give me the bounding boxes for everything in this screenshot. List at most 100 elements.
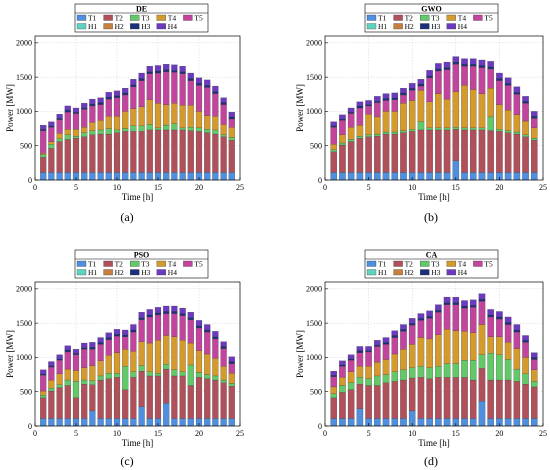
bar-segment-t1	[81, 418, 88, 427]
bar-segment-t1	[391, 172, 399, 181]
bar-segment-h4	[228, 356, 235, 362]
bar-segment-t3	[56, 138, 63, 142]
bar-segment-t3	[89, 380, 96, 385]
legend-label-t5: T5	[194, 259, 203, 268]
bar-segment-t5	[443, 304, 451, 330]
bar-segment-t1	[443, 418, 451, 427]
bar-segment-t5	[365, 105, 372, 115]
bar-segment-t3	[417, 366, 425, 378]
bar-segment-h3	[522, 101, 529, 104]
bar-segment-t2	[56, 141, 63, 173]
bar-segment-t5	[40, 375, 47, 392]
bar-segment-t5	[48, 127, 55, 142]
bar-segment-t3	[64, 134, 71, 140]
bar-segment-t5	[478, 301, 486, 325]
bar-segment-t3	[72, 381, 80, 399]
bar-segment-t3	[56, 384, 63, 388]
bar-segment-h4	[365, 346, 372, 351]
bar-segment-h3	[382, 98, 390, 101]
legend-label-h2: H2	[115, 22, 124, 31]
bar-segment-t4	[204, 353, 211, 375]
bar-segment-t2	[435, 129, 442, 173]
x-tick-label: 15	[452, 429, 460, 438]
bar-segment-t4	[179, 340, 186, 372]
bar-segment-t4	[469, 89, 477, 129]
y-tick-label: 1000	[16, 353, 32, 362]
bar-segment-h4	[531, 352, 538, 358]
y-tick-label: 1500	[306, 319, 322, 328]
bar-segment-t5	[179, 315, 186, 341]
bar-segment-t1	[146, 172, 153, 181]
bar-segment-t5	[89, 349, 96, 366]
bar-segment-t4	[339, 134, 346, 144]
bar-segment-t5	[522, 103, 529, 122]
bar-segment-t5	[461, 307, 468, 332]
bar-segment-t2	[89, 384, 96, 412]
legend-swatch-t4	[446, 14, 456, 21]
bar-segment-t4	[171, 336, 178, 370]
y-tick-label: 0	[28, 176, 32, 185]
bar-segment-t3	[163, 125, 170, 131]
bar-segment-t5	[504, 324, 512, 343]
legend-swatch-t2	[393, 14, 403, 21]
legend-label-h4: H4	[458, 22, 467, 31]
x-axis-label: Time [h]	[122, 438, 153, 448]
bar-segment-t2	[452, 129, 460, 161]
bar-segment-h3	[452, 61, 460, 65]
bar-segment-t5	[163, 71, 170, 105]
bar-segment-h4	[400, 87, 407, 94]
bar-segment-t1	[122, 418, 129, 427]
bar-segment-t4	[220, 124, 227, 135]
bar-segment-t3	[330, 149, 337, 153]
bar-segment-t5	[105, 339, 112, 356]
bar-segment-t5	[56, 360, 63, 375]
bar-segment-h3	[187, 317, 194, 320]
bar-segment-h4	[452, 296, 460, 303]
bar-segment-t4	[522, 120, 529, 135]
bar-segment-t2	[347, 141, 355, 173]
panel-caption: (c)	[120, 454, 133, 468]
legend-swatch-h2	[393, 23, 403, 30]
legend-label-h1: H1	[88, 22, 97, 31]
bar-segment-t1	[339, 172, 346, 181]
bar-segment-t2	[146, 129, 153, 173]
legend-swatch-h4	[446, 23, 456, 30]
bar-segment-t5	[64, 111, 71, 130]
bar-segment-t3	[478, 127, 486, 131]
bar-segment-t5	[81, 109, 88, 128]
bar-segment-t1	[435, 172, 442, 181]
bar-segment-t1	[461, 418, 468, 427]
bar-segment-t3	[522, 373, 529, 385]
bar-segment-t4	[81, 367, 88, 381]
x-tick-label: 15	[154, 429, 162, 438]
bar-segment-t3	[443, 363, 451, 378]
bar-segment-h4	[48, 361, 55, 366]
legend-swatch-t5	[183, 260, 193, 267]
bar-segment-h3	[130, 329, 137, 333]
bar-segment-t3	[40, 395, 47, 399]
bar-segment-h3	[187, 78, 194, 81]
bar-segment-h3	[356, 350, 364, 353]
bar-segment-t3	[163, 364, 170, 370]
bar-segment-h3	[81, 347, 88, 350]
bar-segment-t2	[195, 131, 203, 173]
bar-segment-t5	[391, 99, 399, 112]
bar-segment-h3	[400, 92, 407, 96]
bar-segment-t1	[138, 172, 145, 181]
legend-swatch-t2	[103, 14, 113, 21]
bar-segment-h4	[40, 369, 47, 375]
bar-segment-t3	[408, 129, 416, 132]
bar-segment-h3	[496, 78, 503, 81]
bar-segment-t2	[130, 377, 137, 419]
x-tick-label: 0	[33, 429, 37, 438]
bar-segment-h4	[204, 324, 211, 331]
bar-segment-t2	[443, 129, 451, 173]
bar-segment-t3	[113, 129, 121, 133]
bar-segment-h4	[195, 320, 203, 327]
bar-segment-t2	[504, 379, 512, 419]
plot-frame	[324, 35, 544, 181]
bar-segment-t1	[356, 172, 364, 181]
bar-segment-t1	[220, 418, 227, 427]
bar-segment-h4	[187, 312, 194, 318]
bar-segment-t3	[113, 373, 121, 378]
